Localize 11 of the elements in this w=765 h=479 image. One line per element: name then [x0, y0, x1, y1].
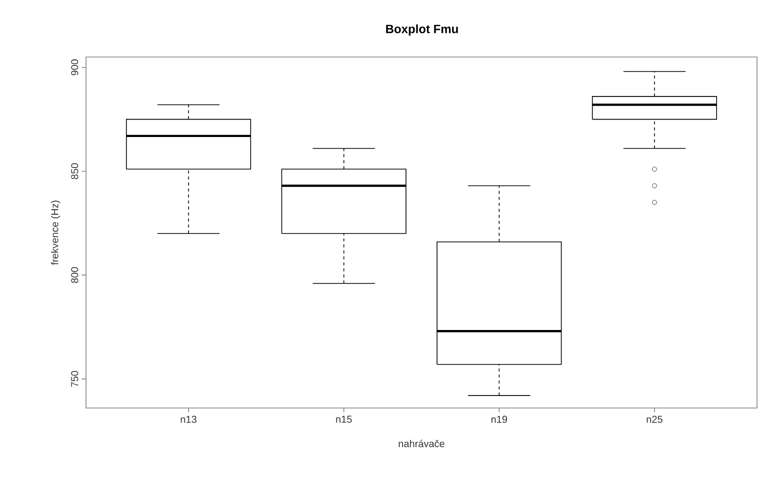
y-tick-label: 900 — [71, 59, 78, 76]
y-tick-label: 800 — [71, 267, 78, 283]
chart-title: Boxplot Fmu — [386, 24, 458, 36]
x-tick-label: n15 — [336, 416, 352, 423]
x-tick-label: n13 — [180, 416, 196, 423]
y-tick-label: 750 — [71, 370, 78, 387]
x-axis-title: nahrávače — [398, 440, 444, 448]
x-tick-label: n19 — [491, 416, 508, 423]
x-tick-label: n25 — [646, 416, 662, 423]
y-axis-title: frekvence (Hz) — [50, 200, 60, 265]
y-tick-label: 850 — [71, 163, 78, 180]
